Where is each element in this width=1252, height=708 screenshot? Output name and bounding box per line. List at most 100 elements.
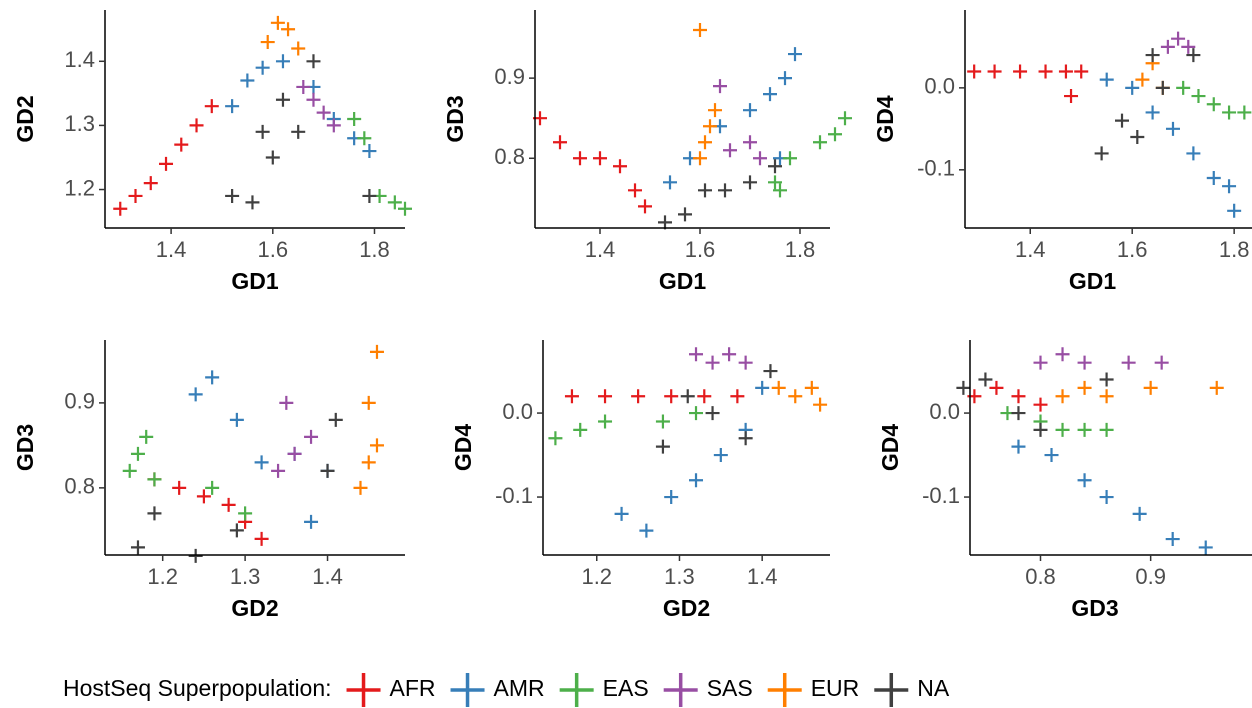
point bbox=[172, 480, 187, 495]
y-tick-label: 0.0 bbox=[929, 399, 960, 424]
point bbox=[1055, 422, 1070, 437]
point bbox=[316, 105, 331, 120]
panel: 1.2 1.3 1.4 -0.1 0.0 GD2 GD4 bbox=[450, 340, 830, 621]
point bbox=[240, 73, 255, 88]
x-tick-label: 0.8 bbox=[1025, 564, 1056, 589]
series bbox=[130, 412, 343, 563]
series bbox=[663, 47, 802, 190]
series bbox=[122, 429, 253, 521]
point bbox=[1011, 439, 1026, 454]
y-axis-title: GD3 bbox=[442, 95, 468, 142]
series bbox=[1176, 80, 1252, 120]
series bbox=[1094, 48, 1201, 161]
legend-swatch bbox=[450, 673, 485, 707]
point bbox=[1121, 355, 1136, 370]
y-axis-title: GD4 bbox=[450, 424, 476, 472]
point bbox=[1099, 372, 1114, 387]
point bbox=[593, 151, 607, 166]
point bbox=[1077, 380, 1092, 395]
point bbox=[1038, 64, 1053, 79]
point bbox=[320, 463, 335, 478]
y-tick-label: 0.9 bbox=[64, 389, 95, 414]
point bbox=[631, 389, 646, 404]
point bbox=[987, 64, 1002, 79]
point bbox=[663, 175, 677, 190]
x-axis-title: GD1 bbox=[659, 268, 707, 294]
x-axis-title: GD1 bbox=[231, 268, 279, 294]
point bbox=[1044, 448, 1059, 463]
point bbox=[328, 412, 343, 427]
point bbox=[693, 23, 707, 38]
point bbox=[369, 438, 384, 453]
point bbox=[788, 47, 802, 62]
point bbox=[628, 183, 642, 198]
point bbox=[989, 380, 1004, 395]
point bbox=[287, 446, 302, 461]
point bbox=[1186, 146, 1201, 161]
point bbox=[773, 183, 787, 198]
y-axis-title: GD4 bbox=[877, 424, 903, 472]
series bbox=[771, 380, 828, 412]
y-axis-title: GD4 bbox=[872, 95, 898, 143]
series bbox=[260, 15, 306, 56]
point bbox=[304, 429, 319, 444]
point bbox=[1130, 130, 1145, 145]
series bbox=[564, 389, 745, 404]
point bbox=[1145, 105, 1160, 120]
point bbox=[639, 523, 654, 538]
point bbox=[553, 135, 567, 150]
point bbox=[738, 355, 753, 370]
legend-label: AMR bbox=[494, 675, 545, 701]
point bbox=[279, 395, 294, 410]
point bbox=[204, 99, 219, 114]
point bbox=[1099, 490, 1114, 505]
series bbox=[1055, 380, 1224, 404]
point bbox=[713, 79, 727, 94]
point bbox=[238, 506, 253, 521]
point bbox=[196, 489, 211, 504]
point bbox=[205, 480, 220, 495]
x-tick-label: 1.3 bbox=[230, 564, 261, 589]
point bbox=[718, 183, 732, 198]
legend-label: SAS bbox=[707, 675, 753, 701]
legend-title: HostSeq Superpopulation: bbox=[63, 675, 332, 701]
point bbox=[1077, 422, 1092, 437]
point bbox=[768, 159, 782, 174]
legend-swatch bbox=[559, 673, 594, 707]
point bbox=[225, 99, 240, 114]
point bbox=[978, 372, 993, 387]
point bbox=[1033, 397, 1048, 412]
point bbox=[1181, 39, 1196, 54]
point bbox=[174, 137, 189, 152]
point bbox=[573, 151, 587, 166]
point bbox=[598, 389, 613, 404]
series bbox=[768, 111, 852, 198]
point bbox=[357, 131, 372, 146]
point bbox=[1132, 506, 1147, 521]
point bbox=[270, 15, 285, 30]
legend: HostSeq Superpopulation: AFR AMR EAS SAS EUR N… bbox=[63, 673, 950, 707]
point bbox=[188, 548, 203, 563]
series bbox=[713, 79, 767, 166]
series bbox=[1099, 72, 1242, 218]
point bbox=[689, 347, 704, 362]
x-axis-title: GD1 bbox=[1069, 268, 1117, 294]
y-tick-label: 0.9 bbox=[494, 64, 525, 89]
panel: 1.4 1.6 1.8 1.2 1.3 1.4 GD1 GD2 bbox=[12, 10, 412, 294]
point bbox=[738, 431, 753, 446]
point bbox=[1135, 72, 1150, 87]
point bbox=[1206, 171, 1221, 186]
point bbox=[1064, 89, 1079, 104]
legend-swatch bbox=[346, 673, 381, 707]
series bbox=[1011, 439, 1213, 555]
point bbox=[1154, 355, 1169, 370]
point bbox=[1237, 105, 1252, 120]
point bbox=[147, 506, 162, 521]
series bbox=[188, 370, 335, 529]
point bbox=[361, 395, 376, 410]
point bbox=[723, 143, 737, 158]
point bbox=[221, 497, 236, 512]
point bbox=[804, 380, 819, 395]
point bbox=[722, 347, 737, 362]
legend-label: EUR bbox=[811, 675, 860, 701]
